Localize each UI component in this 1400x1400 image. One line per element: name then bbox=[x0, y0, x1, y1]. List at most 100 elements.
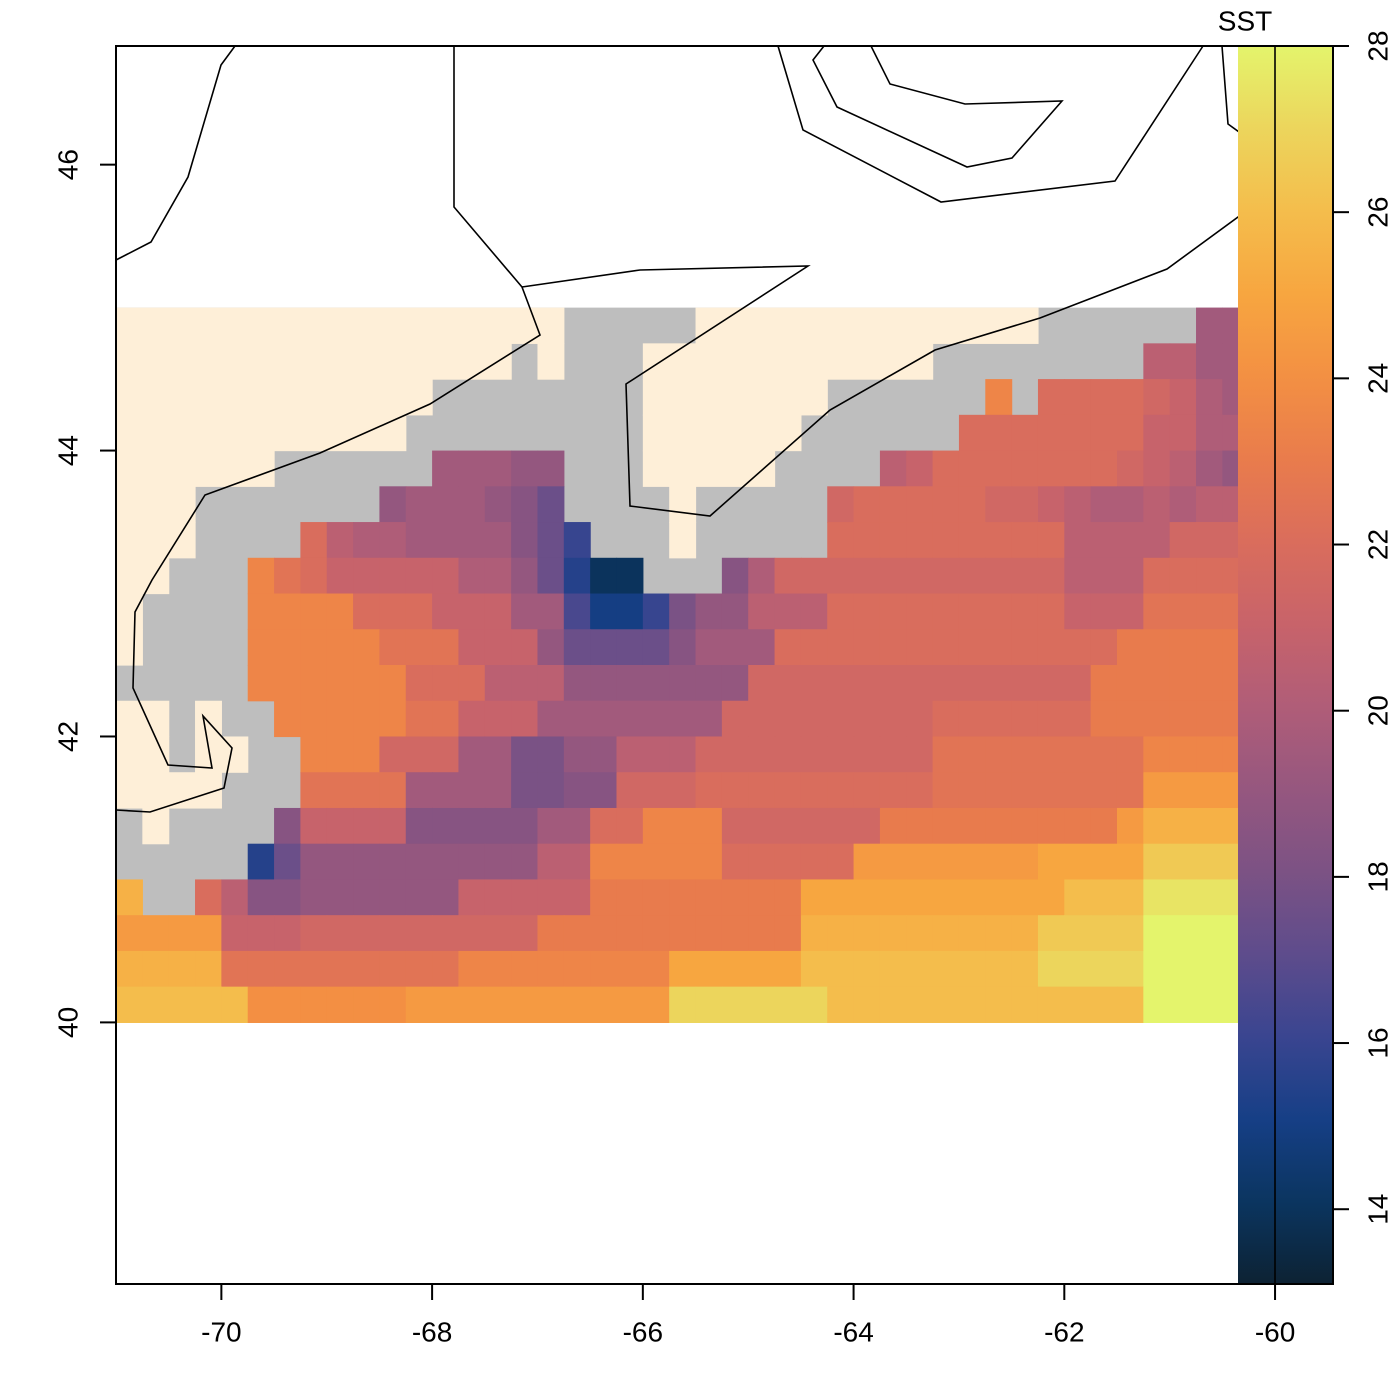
cell bbox=[432, 700, 460, 738]
cell bbox=[116, 879, 143, 916]
cell bbox=[932, 772, 960, 809]
coastline bbox=[777, 45, 1204, 203]
cell bbox=[195, 986, 222, 1023]
land-cell bbox=[116, 486, 196, 523]
colorbar-tick-label: 22 bbox=[1362, 529, 1393, 560]
cell bbox=[1064, 986, 1092, 1023]
plot-frame bbox=[115, 45, 1334, 1285]
cell bbox=[1196, 665, 1223, 702]
cell bbox=[1196, 343, 1223, 380]
cell bbox=[1011, 557, 1039, 595]
cell bbox=[827, 629, 855, 666]
cell bbox=[774, 986, 802, 1023]
y-tick-label: 46 bbox=[52, 149, 83, 180]
cell bbox=[1169, 950, 1197, 988]
land-cell bbox=[116, 772, 222, 809]
cell bbox=[906, 522, 934, 559]
cell bbox=[958, 593, 986, 630]
cell bbox=[405, 879, 433, 916]
cell bbox=[748, 736, 776, 773]
cell bbox=[1116, 986, 1144, 1023]
cell bbox=[774, 700, 802, 738]
land-cell bbox=[116, 307, 565, 344]
cell bbox=[379, 915, 407, 952]
cell bbox=[195, 950, 222, 988]
cell bbox=[563, 879, 591, 916]
cell bbox=[563, 557, 591, 595]
cell bbox=[432, 736, 460, 773]
cell bbox=[326, 700, 354, 738]
cell bbox=[221, 915, 249, 952]
cell bbox=[985, 665, 1013, 702]
cell bbox=[879, 843, 907, 881]
cell bbox=[695, 700, 723, 738]
cell bbox=[774, 557, 802, 595]
cell bbox=[853, 700, 881, 738]
cell bbox=[1090, 807, 1118, 845]
cell bbox=[353, 807, 381, 845]
cell bbox=[642, 807, 670, 845]
cell bbox=[563, 593, 591, 630]
cell bbox=[1011, 593, 1039, 630]
cell bbox=[405, 629, 433, 666]
cell bbox=[1196, 772, 1223, 809]
cell bbox=[721, 950, 749, 988]
cell bbox=[1169, 986, 1197, 1023]
cell bbox=[563, 986, 591, 1023]
cell bbox=[1064, 557, 1092, 595]
cell bbox=[458, 915, 486, 952]
cell bbox=[958, 700, 986, 738]
cell bbox=[879, 450, 907, 487]
cell bbox=[537, 950, 565, 988]
cell bbox=[379, 986, 407, 1023]
cell bbox=[958, 665, 986, 702]
cell bbox=[616, 843, 644, 881]
cell bbox=[827, 879, 855, 916]
cell bbox=[1037, 593, 1065, 630]
cell bbox=[853, 486, 881, 523]
cell bbox=[274, 879, 301, 916]
x-tick-label: -64 bbox=[833, 1316, 873, 1347]
cell bbox=[1011, 522, 1039, 559]
cell bbox=[616, 986, 644, 1023]
land-cell bbox=[116, 379, 433, 416]
cell bbox=[353, 522, 381, 559]
cell bbox=[405, 700, 433, 738]
cell bbox=[1064, 700, 1092, 738]
cell bbox=[405, 736, 433, 773]
cell bbox=[432, 450, 460, 487]
cell bbox=[642, 629, 670, 666]
cell bbox=[274, 629, 301, 666]
cell bbox=[484, 879, 512, 916]
cell bbox=[669, 986, 697, 1023]
cell bbox=[432, 522, 460, 559]
cell bbox=[695, 665, 723, 702]
cell bbox=[958, 986, 986, 1023]
cell bbox=[906, 986, 934, 1023]
cell bbox=[405, 915, 433, 952]
y-tick-label: 40 bbox=[52, 1007, 83, 1038]
cell bbox=[1116, 629, 1144, 666]
cell bbox=[405, 557, 433, 595]
cell bbox=[906, 915, 934, 952]
cell bbox=[142, 986, 170, 1023]
cell bbox=[1037, 915, 1065, 952]
cell bbox=[405, 772, 433, 809]
cell bbox=[642, 772, 670, 809]
cell bbox=[458, 593, 486, 630]
cell bbox=[721, 986, 749, 1023]
cell bbox=[300, 665, 328, 702]
cell bbox=[669, 593, 697, 630]
coastline bbox=[812, 45, 1064, 168]
cell bbox=[1116, 557, 1144, 595]
cell bbox=[168, 986, 196, 1023]
cell bbox=[853, 629, 881, 666]
cell bbox=[511, 807, 539, 845]
cell bbox=[590, 843, 618, 881]
cell bbox=[932, 450, 960, 487]
cell bbox=[1143, 343, 1171, 380]
cell bbox=[800, 665, 828, 702]
cell bbox=[432, 593, 460, 630]
cell bbox=[326, 629, 354, 666]
cell bbox=[827, 807, 855, 845]
